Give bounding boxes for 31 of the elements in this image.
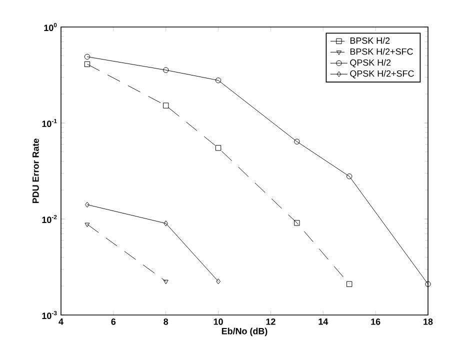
- y-tick-label: 10$^{-2}$: [42, 214, 57, 224]
- point: [163, 67, 169, 73]
- y-tick-label: 10$^{-1}$: [42, 119, 57, 128]
- point: [215, 78, 222, 84]
- point: [84, 61, 90, 68]
- x-tick-label: 14: [318, 318, 328, 325]
- y-axis-title: PDU Error Rate: [32, 138, 39, 204]
- y-tick-label: 10$^{-3}$: [42, 310, 57, 320]
- x-tick-label: 18: [424, 318, 433, 325]
- x-tick-label: 12: [266, 318, 276, 325]
- point: [346, 174, 352, 180]
- point: [346, 281, 352, 287]
- x-tick-label: 16: [371, 318, 380, 325]
- legend-label: QPSK H/2: [350, 59, 391, 68]
- point: [215, 145, 222, 151]
- x-tick-label: 6: [111, 318, 116, 325]
- x-axis-title: Eb/No (dB): [222, 328, 268, 336]
- point: [163, 102, 169, 108]
- x-tick-label: 4: [58, 318, 64, 325]
- legend-label: BPSK H/2: [350, 37, 390, 44]
- y-tick-label: 10$^{0}$: [44, 22, 57, 32]
- point: [84, 54, 90, 60]
- x-tick-label: 10: [214, 318, 223, 325]
- x-tick-label: 8: [164, 318, 168, 325]
- point: [294, 220, 300, 226]
- point: [294, 138, 300, 144]
- point: [425, 281, 431, 287]
- legend-label: BPSK H/2+SFC: [350, 48, 413, 55]
- legend-label: QPSK H/2+SFC: [350, 70, 414, 78]
- point: [216, 278, 220, 284]
- point: [164, 220, 168, 226]
